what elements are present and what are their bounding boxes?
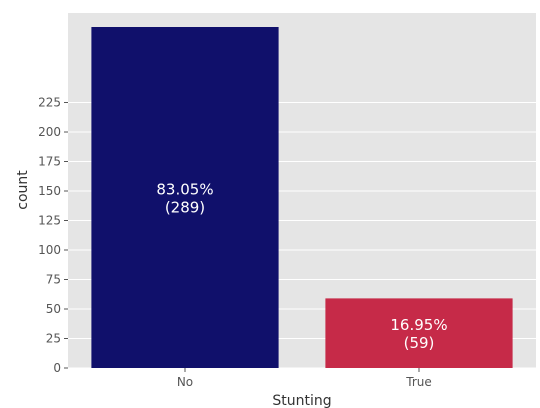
y-tick-label: 25 [46, 332, 61, 346]
y-axis-ticks: 0 25 50 75 100 125 150 175 200 225 [38, 96, 68, 375]
bar-count-label: (59) [404, 334, 435, 352]
bar-count-label: (289) [165, 199, 205, 217]
bar-true [325, 298, 513, 368]
x-tick-label: True [405, 375, 432, 389]
y-tick-label: 200 [38, 125, 61, 139]
bar-percent-label: 83.05% [156, 181, 213, 199]
y-tick-label: 150 [38, 184, 61, 198]
x-axis-ticks: No True [177, 368, 432, 389]
y-tick-label: 175 [38, 155, 61, 169]
y-tick-label: 125 [38, 214, 61, 228]
x-tick-label: No [177, 375, 193, 389]
bar-percent-label: 16.95% [390, 316, 447, 334]
y-tick-label: 100 [38, 243, 61, 257]
x-axis-title: Stunting [272, 393, 331, 408]
y-tick-label: 75 [46, 273, 61, 287]
bar-no [91, 27, 279, 368]
y-tick-label: 0 [53, 361, 61, 375]
y-axis-title: count [15, 170, 31, 210]
y-tick-label: 225 [38, 96, 61, 110]
bars: 83.05%(289) 16.95%(59) [91, 27, 513, 368]
y-tick-label: 50 [46, 302, 61, 316]
